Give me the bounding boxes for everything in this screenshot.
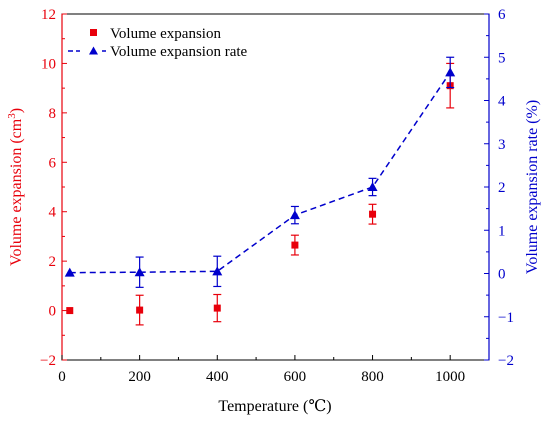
legend-label-volume-expansion-rate: Volume expansion rate (110, 44, 248, 60)
x-tick-label: 600 (284, 369, 307, 385)
right-axis-label: Volume expansion rate (%) (524, 100, 541, 274)
legend: Volume expansion Volume expansion rate (68, 26, 248, 60)
left-tick-label: 2 (49, 254, 57, 270)
left-tick-label: 8 (49, 106, 57, 122)
x-tick-label: 800 (361, 369, 384, 385)
series-volume-expansion (66, 62, 455, 326)
right-tick-label: −2 (498, 353, 514, 369)
left-tick-label: 6 (49, 155, 57, 171)
right-tick-label: 5 (498, 50, 506, 66)
data-point-triangle (289, 210, 300, 220)
series-layer (64, 56, 456, 326)
data-point-square (66, 307, 74, 315)
x-tick-label: 0 (58, 369, 66, 385)
series-line (69, 71, 451, 274)
left-tick-label: 12 (41, 7, 56, 23)
right-axis-ticks: −2 −1 0 1 2 3 4 5 6 (484, 7, 514, 369)
left-axis-label-superscript: 3 (6, 113, 18, 119)
data-point-triangle (134, 267, 145, 277)
data-point-square (369, 210, 377, 218)
x-tick-label: 400 (206, 369, 229, 385)
right-tick-label: 6 (498, 7, 506, 23)
data-point-triangle (367, 182, 378, 191)
left-tick-label: 0 (49, 304, 57, 320)
data-point-square (213, 304, 221, 312)
left-axis-ticks: −2 0 2 4 6 8 10 12 (40, 7, 67, 369)
legend-marker-square (90, 29, 97, 36)
left-axis-label-text: Volume expansion (cm (8, 118, 25, 266)
right-tick-label: 2 (498, 180, 506, 196)
data-point-square (291, 241, 299, 249)
right-tick-label: 1 (498, 223, 506, 239)
data-point-square (136, 306, 144, 314)
x-tick-label: 1000 (435, 369, 465, 385)
data-point-triangle (212, 266, 223, 276)
right-tick-label: −1 (498, 310, 514, 326)
legend-marker-triangle (89, 46, 98, 55)
x-tick-label: 200 (128, 369, 151, 385)
left-tick-label: −2 (40, 353, 56, 369)
data-point-triangle (445, 67, 456, 77)
left-axis-label-close: ) (8, 108, 25, 113)
left-axis-label: Volume expansion (cm3) (6, 108, 25, 266)
legend-label-volume-expansion: Volume expansion (110, 26, 221, 42)
right-tick-label: 4 (498, 94, 506, 110)
data-point-triangle (64, 267, 75, 277)
x-axis-ticks: 0 200 400 600 800 1000 (58, 355, 465, 385)
x-axis-label: Temperature (℃) (218, 398, 331, 415)
plot-frame (61, 13, 490, 361)
left-tick-label: 4 (49, 205, 57, 221)
left-tick-label: 10 (41, 56, 56, 72)
right-tick-label: 0 (498, 267, 506, 283)
right-tick-label: 3 (498, 137, 506, 153)
series-volume-expansion-rate (64, 56, 456, 288)
